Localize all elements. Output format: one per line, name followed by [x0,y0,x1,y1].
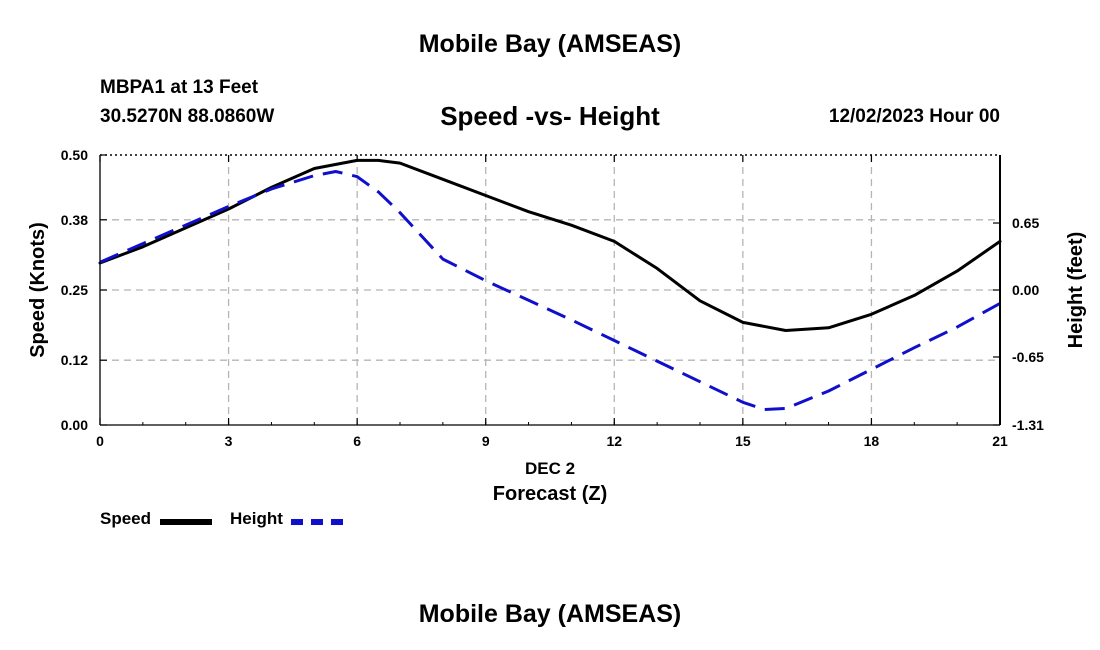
grid [100,155,1000,425]
series-layer [98,158,1002,411]
coordinates-label: 30.5270N 88.0860W [100,106,275,127]
x-tick-label: 15 [735,433,751,449]
legend-height-label: Height [230,509,283,528]
x-tick-label: 18 [864,433,880,449]
legend-height-swatch [291,519,343,525]
y-tick-label: 0.00 [61,417,88,433]
plot-frame [99,154,1001,426]
y-axis-label: Speed (Knots) [27,222,49,358]
y2-tick-label: 0.00 [1012,282,1039,298]
chart-area: 0 3 6 9 12 15 18 21 0.00 0.12 0.25 0.38 0.50 -1.31 -0.… [27,147,1087,505]
x-tick-label: 0 [96,433,104,449]
forecast-datetime: 12/02/2023 Hour 00 [828,106,1000,127]
y2-axis-label: Height (feet) [1065,232,1087,349]
x-tick-label: 21 [992,433,1008,449]
x-tick-label: 3 [225,433,233,449]
y2-tick-label: 0.65 [1012,215,1039,231]
chart-title: Mobile Bay (AMSEAS) [418,30,682,58]
y-tick-label: 0.50 [61,147,88,163]
footer-title: Mobile Bay (AMSEAS) [418,600,682,628]
y-tick-label: 0.12 [61,352,88,368]
series-line-speed [98,158,1002,332]
y2-tick-label: -1.31 [1012,417,1044,433]
tick-labels: 0 3 6 9 12 15 18 21 0.00 0.12 0.25 0.38 0.50 -1.31 -0.… [61,147,1044,449]
y2-tick-label: -0.65 [1012,349,1044,365]
x-axis-label: Forecast (Z) [493,483,607,505]
x-date-label: DEC 2 [525,459,575,478]
station-label: MBPA1 at 13 Feet [100,77,259,98]
chart-subtitle: Speed -vs- Height [440,101,660,131]
x-tick-label: 6 [353,433,361,449]
legend-speed-swatch [160,519,212,525]
series-line-height [99,170,1001,411]
legend-speed-label: Speed [100,509,152,528]
x-tick-label: 12 [606,433,622,449]
y-tick-label: 0.38 [61,212,88,228]
x-tick-label: 9 [482,433,490,449]
y-tick-label: 0.25 [61,282,88,298]
